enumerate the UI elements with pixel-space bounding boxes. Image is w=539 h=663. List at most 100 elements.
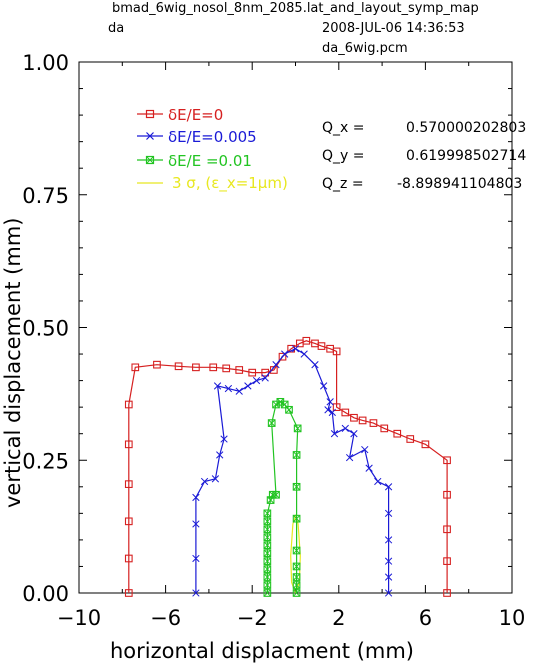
y-tick-label: 0.75 bbox=[22, 184, 69, 208]
data-point bbox=[263, 525, 272, 534]
data-point bbox=[124, 554, 133, 563]
data-point bbox=[292, 581, 301, 589]
data-point bbox=[332, 347, 341, 356]
tune-qx-label: Q_x = bbox=[322, 120, 365, 136]
data-point bbox=[324, 406, 332, 414]
x-tick-label: −10 bbox=[57, 606, 101, 630]
data-point bbox=[380, 424, 389, 433]
data-point bbox=[350, 413, 358, 422]
x-tick-label: −6 bbox=[150, 606, 181, 630]
data-point bbox=[124, 517, 133, 526]
legend-marker-boxx-cross bbox=[146, 156, 154, 164]
x-tick-label: −2 bbox=[237, 606, 268, 630]
data-point bbox=[341, 408, 350, 417]
data-point bbox=[263, 517, 272, 526]
data-point bbox=[153, 360, 161, 369]
data-point bbox=[292, 482, 301, 491]
data-point bbox=[235, 366, 244, 374]
legend-label-series-2: δE/E =0.01 bbox=[168, 152, 252, 170]
data-point bbox=[124, 480, 133, 488]
data-point bbox=[263, 573, 272, 581]
x-tick-label: 10 bbox=[499, 606, 526, 630]
data-point bbox=[224, 384, 233, 393]
data-point bbox=[384, 509, 393, 518]
y-tick-label: 0.00 bbox=[22, 582, 69, 606]
data-point bbox=[192, 363, 200, 372]
data-point bbox=[443, 589, 451, 597]
data-point bbox=[276, 397, 285, 406]
data-point bbox=[261, 374, 269, 382]
data-point bbox=[200, 477, 209, 486]
data-point bbox=[293, 424, 302, 433]
data-point bbox=[220, 435, 228, 443]
data-point bbox=[252, 376, 261, 385]
data-point bbox=[443, 557, 451, 565]
legend-label-series-1: δE/E=0.005 bbox=[168, 128, 257, 146]
data-point bbox=[244, 382, 252, 390]
data-point bbox=[192, 493, 200, 502]
data-point bbox=[291, 345, 300, 353]
data-point bbox=[263, 509, 272, 518]
data-point bbox=[292, 562, 301, 571]
tune-qz-value: -8.898941104803 bbox=[397, 176, 522, 192]
data-point bbox=[272, 400, 280, 409]
legend-marker-square bbox=[145, 109, 155, 119]
tune-qy-value: 0.619998502714 bbox=[406, 148, 526, 164]
data-point bbox=[443, 456, 451, 465]
data-point bbox=[350, 430, 358, 438]
data-point bbox=[124, 589, 133, 597]
data-point bbox=[369, 419, 378, 427]
tune-readout: Q_x = 0.570000202803 Q_y = 0.61999850271… bbox=[322, 120, 526, 192]
data-point bbox=[328, 408, 336, 417]
data-point bbox=[300, 350, 308, 358]
data-point bbox=[263, 549, 272, 558]
data-point bbox=[384, 589, 393, 597]
data-point bbox=[292, 589, 301, 597]
data-point bbox=[280, 400, 289, 409]
data-point bbox=[124, 440, 133, 449]
series-group bbox=[124, 336, 451, 597]
data-point bbox=[319, 382, 328, 390]
data-point bbox=[216, 451, 224, 459]
data-point bbox=[384, 536, 393, 544]
data-point bbox=[192, 589, 200, 597]
legend: δE/E=0 δE/E=0.005 δE/E =0.01 3 σ, (ε_x=1… bbox=[137, 106, 288, 193]
data-point bbox=[302, 336, 311, 345]
data-point bbox=[292, 514, 301, 523]
data-point bbox=[361, 445, 369, 454]
data-point bbox=[365, 464, 373, 472]
plot-title-line1: bmad_6wig_nosol_8nm_2085.lat_and_layout_… bbox=[112, 1, 479, 16]
y-tick-label: 0.50 bbox=[22, 317, 69, 341]
data-point bbox=[211, 475, 220, 483]
data-point bbox=[317, 342, 326, 350]
data-point bbox=[292, 451, 301, 459]
data-point bbox=[374, 477, 382, 486]
data-point bbox=[263, 541, 272, 550]
data-point bbox=[341, 424, 349, 433]
data-point bbox=[248, 368, 257, 377]
data-point bbox=[443, 490, 451, 499]
data-point bbox=[384, 573, 393, 581]
data-point bbox=[281, 350, 289, 358]
data-point bbox=[384, 483, 393, 491]
data-point bbox=[330, 430, 339, 438]
plot-title-line2: da bbox=[108, 21, 124, 36]
data-point bbox=[292, 546, 301, 555]
data-point bbox=[261, 368, 270, 377]
data-point bbox=[345, 453, 354, 462]
y-axis-label: vertical displacement (mm) bbox=[1, 218, 25, 508]
x-tick-label: 6 bbox=[419, 606, 432, 630]
data-point bbox=[384, 557, 393, 565]
tune-qz-label: Q_z = bbox=[322, 176, 364, 192]
data-point bbox=[235, 387, 243, 395]
data-point bbox=[263, 589, 272, 597]
x-axis-label: horizontal displacment (mm) bbox=[110, 639, 414, 663]
data-point bbox=[272, 490, 280, 499]
data-point bbox=[332, 403, 341, 412]
series-line-1 bbox=[195, 348, 390, 593]
data-point bbox=[272, 361, 280, 369]
data-point bbox=[278, 352, 287, 361]
legend-marker-x bbox=[146, 132, 154, 140]
legend-marker-boxx bbox=[145, 155, 155, 165]
data-point bbox=[358, 416, 367, 425]
